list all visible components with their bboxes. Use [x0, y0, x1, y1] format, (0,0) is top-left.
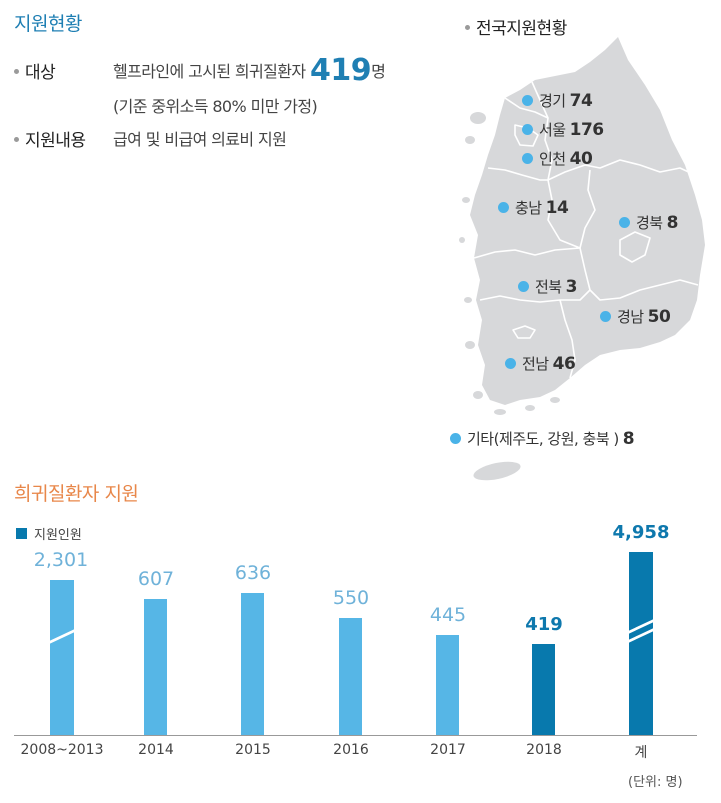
map-pin-icon	[518, 281, 529, 292]
legend-swatch	[16, 528, 27, 539]
bar-value: 4,958	[612, 522, 670, 543]
region-name: 경기	[539, 92, 566, 110]
map-pin-icon	[505, 358, 516, 369]
bar-2017	[436, 635, 459, 735]
bar-2016	[339, 618, 362, 735]
region-name: 인천	[539, 150, 566, 168]
x-label: 2014	[138, 742, 174, 758]
target-text-before: 헬프라인에 고시된 희귀질환자	[113, 62, 311, 81]
bar-value: 445	[429, 604, 467, 626]
map-region-gyeonggi: 경기 74	[522, 90, 593, 111]
map-pin-icon	[619, 217, 630, 228]
map-pin-icon	[498, 202, 509, 213]
chart-title: 희귀질환자 지원	[14, 483, 139, 505]
map-pin-icon	[450, 433, 461, 444]
target-label-text: 대상	[25, 63, 56, 83]
legend-label: 지원인원	[34, 528, 82, 543]
region-value: 14	[545, 197, 569, 218]
support-status-title: 지원현황	[14, 13, 82, 35]
bullet-icon	[465, 24, 470, 30]
region-value: 3	[565, 276, 578, 297]
map-pin-icon	[600, 311, 611, 322]
bar-value: 607	[137, 568, 175, 590]
chart-legend: 지원인원	[16, 524, 82, 543]
bar-total	[629, 552, 653, 735]
region-name: 서울	[539, 121, 566, 139]
map-region-gyeongnam: 경남 50	[600, 306, 671, 327]
bar-value: 419	[525, 614, 563, 635]
region-value: 8	[622, 428, 635, 449]
region-value: 50	[647, 306, 671, 327]
x-label: 2018	[526, 742, 562, 758]
region-name: 경남	[617, 308, 644, 326]
region-name: 경북	[636, 214, 663, 232]
support-content-label-text: 지원내용	[25, 131, 86, 151]
map-pin-icon	[522, 124, 533, 135]
bar-2018	[532, 644, 555, 735]
bar-value: 550	[332, 587, 370, 609]
target-label: 대상	[14, 58, 56, 83]
region-name: 충남	[515, 199, 542, 217]
target-text: 헬프라인에 고시된 희귀질환자 419명	[113, 53, 386, 88]
support-content-text: 급여 및 비급여 의료비 지원	[113, 130, 287, 149]
map-region-chungnam: 충남 14	[498, 197, 569, 218]
x-label: 2008~2013	[20, 742, 104, 758]
x-label: 계	[634, 745, 648, 761]
map-pin-icon	[522, 95, 533, 106]
region-value: 40	[569, 148, 593, 169]
region-value: 8	[666, 212, 679, 233]
x-label: 2017	[430, 742, 466, 758]
region-value: 74	[569, 90, 593, 111]
x-label: 2016	[333, 742, 369, 758]
axis-break-icon	[50, 629, 74, 644]
map-region-seoul: 서울 176	[522, 119, 604, 140]
bar-2014	[144, 599, 167, 735]
region-value: 176	[569, 119, 605, 140]
unit-label: (단위: 명)	[628, 775, 683, 790]
region-name: 기타(제주도, 강원, 충북 )	[467, 430, 619, 448]
bar-2015	[241, 593, 264, 735]
map-region-others: 기타(제주도, 강원, 충북 ) 8	[450, 428, 635, 449]
x-label: 2015	[235, 742, 271, 758]
map-region-gyeongbuk: 경북 8	[619, 212, 678, 233]
region-name: 전남	[522, 355, 549, 373]
map-region-incheon: 인천 40	[522, 148, 593, 169]
target-count: 419	[310, 53, 372, 88]
region-name: 전북	[535, 278, 562, 296]
bar-value: 2,301	[33, 549, 89, 571]
support-content-label: 지원내용	[14, 126, 86, 151]
bullet-icon	[14, 68, 19, 74]
region-value: 46	[552, 353, 576, 374]
target-text-after: 명	[371, 62, 386, 81]
map-region-jeonbuk: 전북 3	[518, 276, 577, 297]
national-map-title-text: 전국지원현황	[476, 19, 567, 39]
map-region-jeonnam: 전남 46	[505, 353, 576, 374]
bullet-icon	[14, 136, 19, 142]
x-axis-line	[14, 735, 697, 736]
national-map-title: 전국지원현황	[465, 14, 567, 39]
map-pin-icon	[522, 153, 533, 164]
bar-2008-2013	[50, 580, 74, 735]
bar-value: 636	[234, 562, 272, 584]
target-subtext: (기준 중위소득 80% 미만 가정)	[113, 97, 318, 116]
